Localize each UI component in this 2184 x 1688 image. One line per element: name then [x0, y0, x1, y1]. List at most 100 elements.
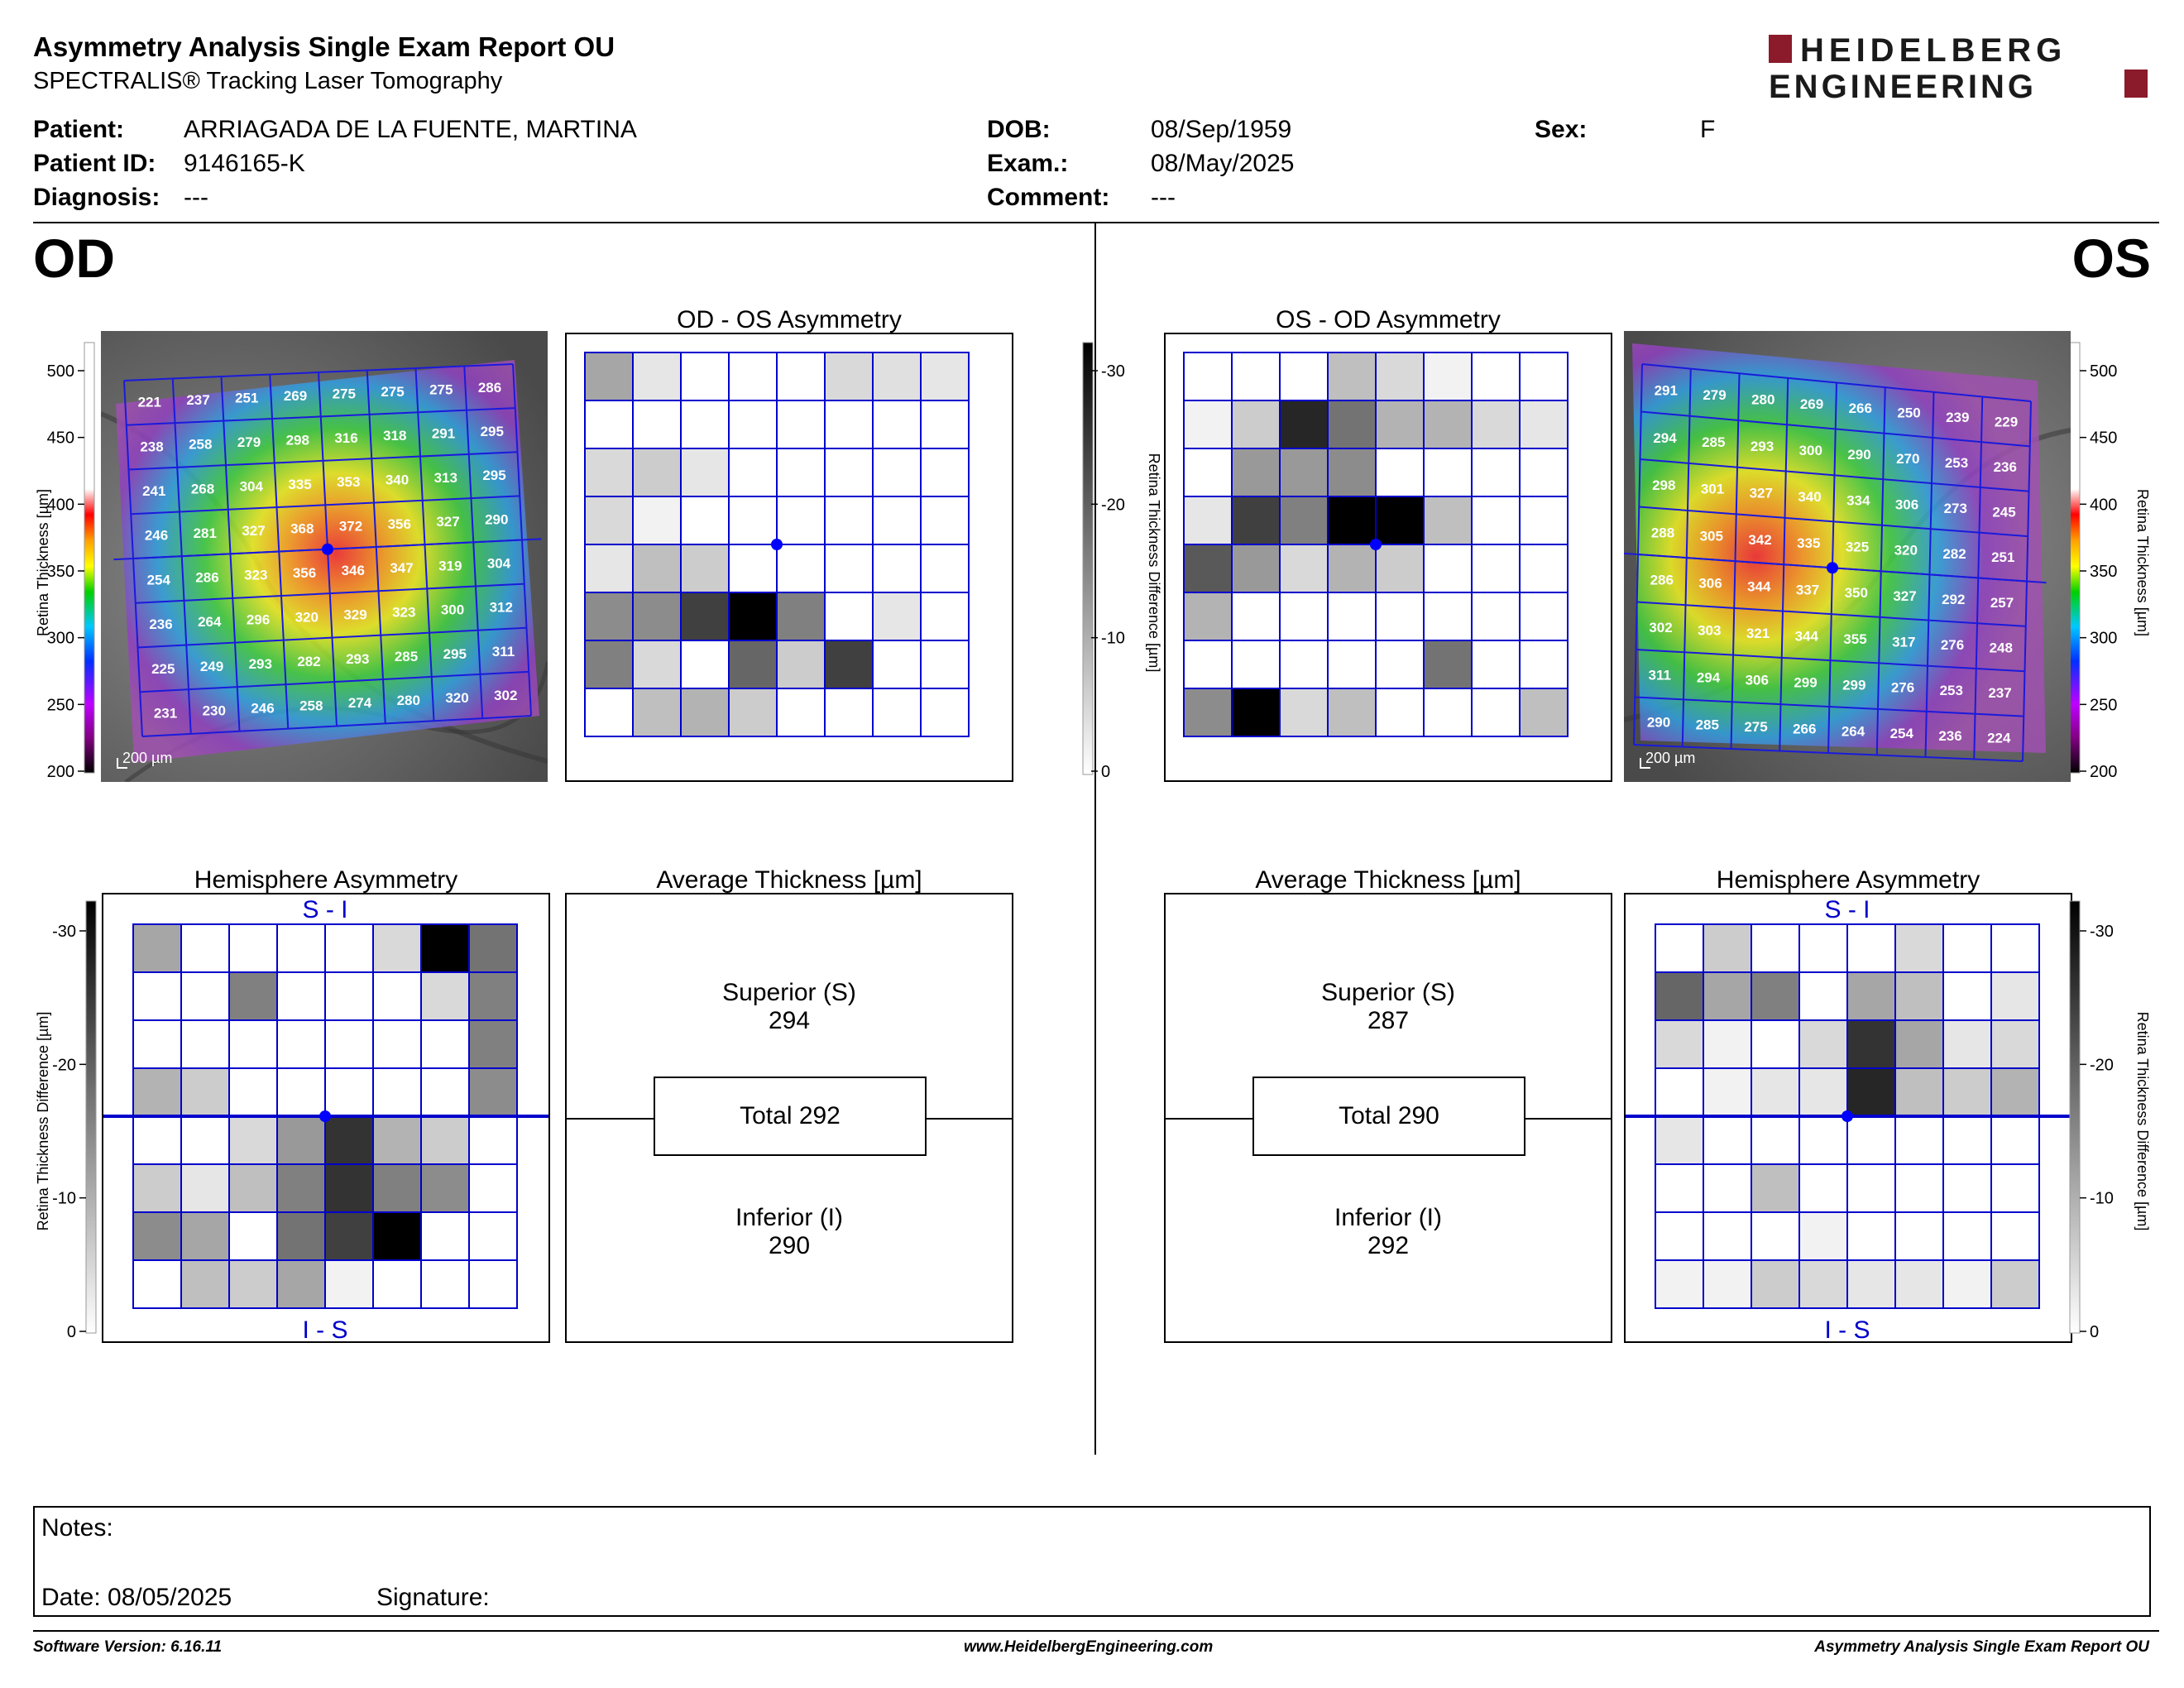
notes-box[interactable]: Notes: Date: 08/05/2025 Signature:: [33, 1506, 2151, 1617]
thickness-value: 268: [191, 481, 214, 496]
thickness-value: 279: [237, 434, 261, 450]
thickness-value: 300: [441, 602, 464, 618]
asymmetry-cell: [1375, 496, 1425, 545]
hemisphere-cell: [372, 923, 422, 973]
asymmetry-cell: [1471, 352, 1521, 401]
hemisphere-cell: [1894, 1163, 1944, 1213]
hemisphere-cell: [1846, 923, 1896, 973]
asymmetry-cell: [776, 448, 826, 497]
hemisphere-cell: [372, 1211, 422, 1261]
hemisphere-cell: [468, 1115, 518, 1165]
hemisphere-cell: [324, 1067, 374, 1117]
asymmetry-cell: [1327, 544, 1377, 593]
asymmetry-cell: [920, 448, 970, 497]
asymmetry-cell: [680, 496, 730, 545]
thickness-value: 344: [1747, 578, 1771, 594]
os-average-panel: Superior (S) 287 Total 290 Inferior (I) …: [1164, 893, 1612, 1343]
hemisphere-cell: [1942, 1019, 1992, 1069]
hemisphere-cell: [1846, 971, 1896, 1021]
thickness-value: 303: [1698, 622, 1721, 638]
asymmetry-cell: [1471, 400, 1521, 449]
os-eye-label: OS: [2071, 228, 2151, 289]
hemisphere-cell: [276, 923, 326, 973]
difference-tick: -30: [52, 923, 76, 941]
footer-divider: [33, 1630, 2159, 1632]
thickness-value: 279: [1703, 387, 1726, 403]
asymmetry-cell: [1231, 688, 1281, 737]
hemisphere-cell: [132, 923, 182, 973]
thickness-value: 342: [1748, 532, 1771, 548]
asymmetry-cell: [1375, 688, 1425, 737]
hemisphere-cell: [1798, 1211, 1848, 1261]
difference-tick: -30: [1101, 362, 1125, 381]
sex-label: Sex:: [1535, 116, 1588, 143]
asymmetry-cell: [1471, 640, 1521, 689]
svg-text:Retina Thickness [µm]: Retina Thickness [µm]: [2134, 489, 2151, 636]
asymmetry-cell: [584, 688, 634, 737]
thickness-value: 300: [1799, 443, 1822, 458]
hemisphere-cell: [1798, 1259, 1848, 1309]
asymmetry-cell: [1279, 496, 1329, 545]
comment-label: Comment:: [987, 184, 1110, 211]
thickness-value: 295: [443, 646, 467, 662]
hemisphere-cell: [132, 1067, 182, 1117]
asymmetry-cell: [824, 544, 874, 593]
asymmetry-cell: [920, 688, 970, 737]
hemisphere-cell: [1703, 1163, 1752, 1213]
thickness-value: 249: [200, 659, 223, 674]
asymmetry-cell: [824, 688, 874, 737]
hemisphere-cell: [1655, 971, 1704, 1021]
thickness-value: 320: [445, 690, 468, 706]
asymmetry-cell: [1279, 688, 1329, 737]
thickness-value: 320: [295, 609, 318, 625]
thickness-value: 334: [1846, 493, 1870, 509]
difference-tick: -10: [1101, 630, 1125, 648]
thickness-value: 269: [1800, 396, 1823, 412]
os-superior-value: 287: [1367, 1007, 1410, 1034]
os-inferior-label: Inferior (I): [1334, 1204, 1443, 1231]
thickness-value: 298: [1652, 477, 1675, 493]
asymmetry-cell: [1423, 592, 1473, 641]
thickness-value: 298: [286, 432, 309, 448]
thickness-value: 340: [1798, 489, 1821, 505]
hemisphere-cell: [276, 1115, 326, 1165]
od-eye-label: OD: [33, 228, 115, 289]
hemisphere-cell: [372, 1163, 422, 1213]
hemisphere-cell: [132, 1115, 182, 1165]
thickness-value: 302: [1649, 620, 1672, 635]
hemisphere-cell: [1942, 1259, 1992, 1309]
website-link[interactable]: www.HeidelbergEngineering.com: [964, 1638, 1214, 1656]
asymmetry-cell: [1183, 448, 1233, 497]
thickness-value: 275: [1744, 719, 1767, 735]
thickness-value: 356: [388, 516, 411, 532]
hemisphere-cell: [324, 1163, 374, 1213]
hemisphere-cell: [372, 1115, 422, 1165]
asymmetry-cell: [872, 592, 922, 641]
thickness-value: 305: [1700, 529, 1723, 544]
thickness-value: 337: [1796, 582, 1819, 597]
asymmetry-cell: [1519, 496, 1569, 545]
thickness-value: 299: [1794, 675, 1817, 691]
hemisphere-cell: [1798, 1019, 1848, 1069]
thickness-value: 316: [334, 430, 357, 446]
asymmetry-cell: [776, 592, 826, 641]
exam-value: 08/May/2025: [1151, 150, 1295, 177]
sex-value: F: [1700, 116, 1716, 143]
os-asymmetry-panel: [1164, 333, 1612, 782]
os-superior-label: Superior (S): [1321, 979, 1455, 1006]
asymmetry-cell: [1327, 688, 1377, 737]
asymmetry-cell: [1519, 544, 1569, 593]
fovea-marker: [1827, 562, 1838, 574]
asymmetry-cell: [1471, 496, 1521, 545]
os-hemisphere-title: Hemisphere Asymmetry: [1716, 866, 1980, 894]
asymmetry-cell: [824, 352, 874, 401]
thickness-value: 273: [1944, 501, 1967, 516]
asymmetry-cell: [1183, 592, 1233, 641]
hemisphere-cell: [1703, 1067, 1752, 1117]
asymmetry-cell: [728, 544, 778, 593]
asymmetry-cell: [680, 640, 730, 689]
hemisphere-cell: [1798, 1067, 1848, 1117]
asymmetry-cell: [776, 640, 826, 689]
thickness-value: 356: [293, 565, 316, 581]
os-asymmetry-title: OS - OD Asymmetry: [1276, 306, 1501, 333]
